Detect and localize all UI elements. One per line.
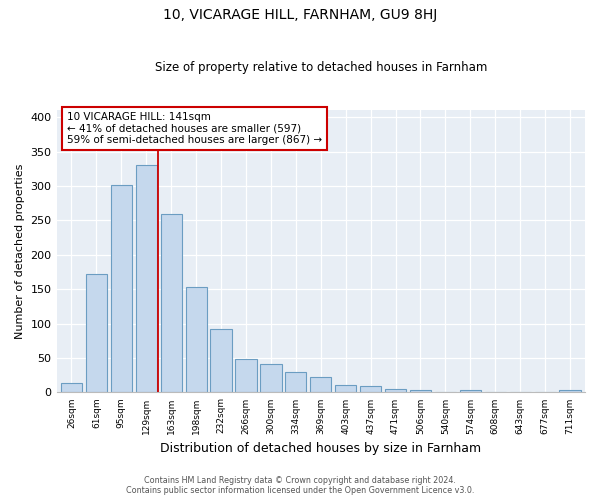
Bar xyxy=(410,390,431,392)
X-axis label: Distribution of detached houses by size in Farnham: Distribution of detached houses by size … xyxy=(160,442,481,455)
Bar xyxy=(559,390,581,392)
Bar xyxy=(61,384,82,392)
Bar xyxy=(385,389,406,392)
Bar xyxy=(460,390,481,392)
Bar xyxy=(161,214,182,392)
Bar xyxy=(360,386,381,392)
Bar xyxy=(260,364,281,392)
Bar xyxy=(185,287,207,393)
Y-axis label: Number of detached properties: Number of detached properties xyxy=(15,164,25,339)
Bar xyxy=(285,372,307,392)
Bar xyxy=(136,166,157,392)
Text: Contains HM Land Registry data © Crown copyright and database right 2024.
Contai: Contains HM Land Registry data © Crown c… xyxy=(126,476,474,495)
Bar xyxy=(211,329,232,392)
Bar xyxy=(86,274,107,392)
Bar xyxy=(335,385,356,392)
Text: 10 VICARAGE HILL: 141sqm
← 41% of detached houses are smaller (597)
59% of semi-: 10 VICARAGE HILL: 141sqm ← 41% of detach… xyxy=(67,112,322,145)
Bar xyxy=(310,378,331,392)
Text: 10, VICARAGE HILL, FARNHAM, GU9 8HJ: 10, VICARAGE HILL, FARNHAM, GU9 8HJ xyxy=(163,8,437,22)
Bar xyxy=(235,358,257,392)
Title: Size of property relative to detached houses in Farnham: Size of property relative to detached ho… xyxy=(155,62,487,74)
Bar xyxy=(111,184,132,392)
